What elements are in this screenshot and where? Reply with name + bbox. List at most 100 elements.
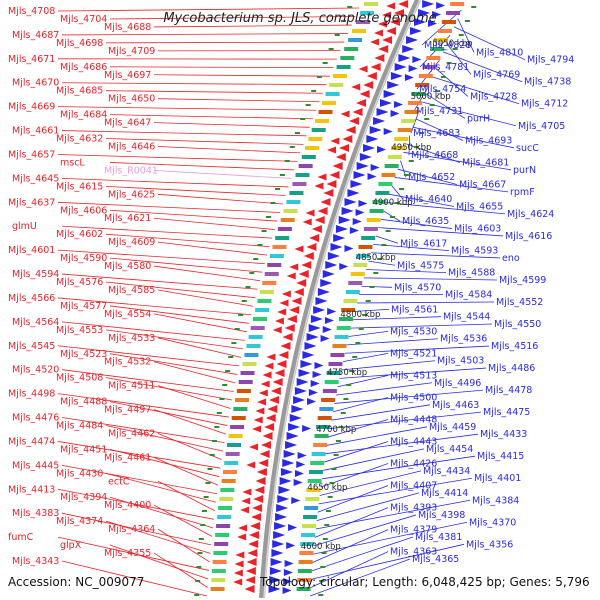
- reverse-gene-arrow: [322, 326, 332, 333]
- label-connector: [61, 464, 217, 495]
- label-connector: [61, 321, 245, 341]
- genome-ring: [259, 0, 421, 599]
- cog-category-strip: [426, 56, 441, 60]
- gene-label-left: Mjls_4632: [56, 134, 103, 145]
- reverse-gene-arrow: [298, 369, 311, 377]
- forward-gene-arrow: [264, 362, 274, 370]
- cog-category-strip: [353, 263, 368, 267]
- reverse-gene-arrow: [285, 441, 298, 449]
- reverse-gene-arrow: [408, 65, 418, 72]
- forward-gene-arrow: [258, 389, 268, 397]
- cog-category-strip: [217, 515, 232, 519]
- reverse-gene-arrow: [300, 360, 313, 368]
- gene-label-right: Mjls_4561: [391, 304, 438, 315]
- reverse-gene-arrow: [339, 263, 349, 270]
- gc-skew-mark: [245, 286, 251, 288]
- gene-label-left: Mjls_4498: [8, 389, 55, 400]
- forward-gene-arrow: [249, 531, 260, 539]
- cog-category-strip: [355, 254, 370, 258]
- gene-label-left: Mjls_4669: [8, 102, 55, 113]
- forward-gene-arrow: [233, 578, 243, 586]
- reverse-gene-arrow: [320, 335, 330, 342]
- reverse-gene-arrow: [394, 63, 407, 71]
- reverse-gene-arrow: [297, 452, 307, 459]
- gene-label-right: Mjls_4668: [411, 150, 458, 161]
- reverse-gene-arrow: [279, 477, 292, 485]
- cog-category-strip: [257, 299, 272, 303]
- reverse-gene-arrow: [422, 0, 435, 8]
- reverse-gene-arrow: [284, 560, 294, 567]
- label-connector: [109, 209, 278, 222]
- reverse-gene-arrow: [363, 144, 376, 152]
- label-connector: [318, 477, 473, 505]
- cog-category-strip: [378, 182, 393, 186]
- forward-gene-arrow: [342, 135, 353, 143]
- forward-gene-arrow: [382, 11, 392, 19]
- cog-category-strip: [240, 371, 255, 375]
- cog-category-strip: [336, 65, 351, 69]
- cog-category-strip: [375, 191, 390, 195]
- cog-category-strip: [418, 74, 433, 78]
- reverse-gene-arrow: [293, 479, 303, 486]
- reverse-gene-arrow: [369, 126, 382, 134]
- forward-gene-arrow: [280, 342, 291, 350]
- gc-skew-mark: [446, 62, 452, 64]
- gene-label-left: Mjls_4488: [60, 397, 107, 408]
- label-connector: [105, 233, 270, 248]
- label-connector: [425, 93, 466, 119]
- forward-gene-arrow: [249, 443, 259, 451]
- label-connector: [157, 193, 283, 205]
- gc-skew-mark: [197, 552, 203, 554]
- label-connector: [57, 345, 240, 367]
- forward-gene-arrow: [289, 263, 299, 271]
- gc-skew-mark: [333, 454, 339, 456]
- gene-label-left: Mjls_4594: [12, 269, 59, 280]
- cog-category-strip: [211, 578, 226, 582]
- cog-category-strip: [344, 47, 359, 51]
- forward-gene-arrow: [245, 567, 256, 575]
- gene-label-right: sucC: [516, 143, 539, 154]
- gene-label-left: Mjls_4661: [12, 126, 59, 137]
- reverse-gene-arrow: [398, 54, 411, 62]
- reverse-gene-arrow: [367, 173, 377, 180]
- label-connector: [421, 9, 462, 46]
- right-gene-labels: Mjls_4828 Mjls_4810 Mjls_4794 Mjls_4781 Mjls…: [390, 40, 574, 565]
- forward-gene-arrow: [274, 317, 284, 325]
- gene-label-right: Mjls_4544: [443, 312, 490, 323]
- gene-label-right: Mjls_4655: [456, 202, 503, 213]
- label-connector: [453, 26, 526, 61]
- gene-label-left: Mjls_4394: [60, 492, 107, 503]
- reverse-gene-arrow: [387, 81, 400, 89]
- cog-category-strip: [308, 137, 323, 141]
- label-connector: [332, 397, 389, 413]
- cog-category-strip: [212, 560, 227, 564]
- label-connector: [61, 512, 212, 546]
- reverse-gene-arrow: [274, 522, 287, 530]
- cog-category-strip: [267, 263, 282, 267]
- forward-gene-arrow: [339, 144, 350, 152]
- gc-skew-mark: [377, 258, 383, 260]
- cog-category-strip: [313, 443, 328, 447]
- cog-category-strip: [230, 425, 245, 429]
- label-connector: [109, 449, 220, 478]
- label-connector: [446, 43, 472, 75]
- gene-label-left: Mjls_4451: [60, 444, 107, 455]
- gc-skew-mark: [358, 328, 364, 330]
- gene-label-left: Mjls_4621: [104, 213, 151, 224]
- gene-label-left: Mjls_4564: [12, 317, 59, 328]
- cog-category-strip: [298, 560, 313, 564]
- gene-label-right: Mjls_4401: [474, 473, 521, 484]
- label-connector: [365, 269, 447, 274]
- reverse-gene-arrow: [276, 504, 289, 512]
- cog-category-strip: [248, 335, 263, 339]
- forward-gene-arrow: [340, 110, 350, 118]
- gc-skew-mark: [329, 482, 335, 484]
- label-connector: [109, 257, 263, 273]
- cog-category-strip: [314, 434, 329, 438]
- gene-label-right: Mjls_4363: [390, 547, 437, 558]
- gene-label-right: purH: [467, 113, 490, 124]
- label-connector: [341, 360, 436, 371]
- cog-category-strip: [315, 119, 330, 123]
- forward-gene-arrow: [386, 27, 397, 35]
- forward-gene-arrow: [359, 90, 370, 98]
